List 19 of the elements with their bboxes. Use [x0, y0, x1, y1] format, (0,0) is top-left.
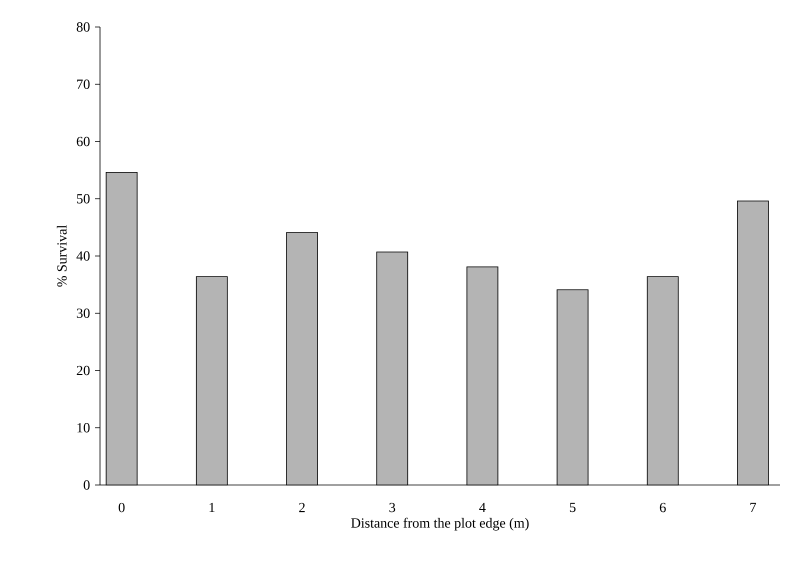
x-tick-label: 5	[570, 502, 576, 512]
x-axis-title: Distance from the plot edge (m)	[351, 518, 529, 531]
y-tick-label: 40	[76, 251, 90, 261]
x-tick-label: 6	[660, 502, 666, 512]
y-tick-label: 20	[76, 366, 90, 376]
x-tick-label: 7	[750, 502, 756, 512]
y-axis-title: % Survival	[56, 225, 67, 287]
x-tick-label: 2	[299, 502, 305, 512]
x-tick-label: 4	[479, 502, 486, 512]
y-tick-label: 60	[76, 136, 90, 146]
y-tick-label: 70	[77, 80, 90, 89]
y-tick-label: 30	[76, 308, 90, 318]
x-tick-label: 3	[389, 502, 396, 512]
y-tick-label: 80	[76, 22, 90, 32]
y-tick-label: 50	[77, 194, 90, 204]
x-tick-label: 0	[118, 502, 125, 512]
x-tick-label: 1	[210, 502, 214, 512]
y-tick-label: 10	[77, 423, 90, 432]
y-tick-label: 0	[84, 480, 90, 490]
